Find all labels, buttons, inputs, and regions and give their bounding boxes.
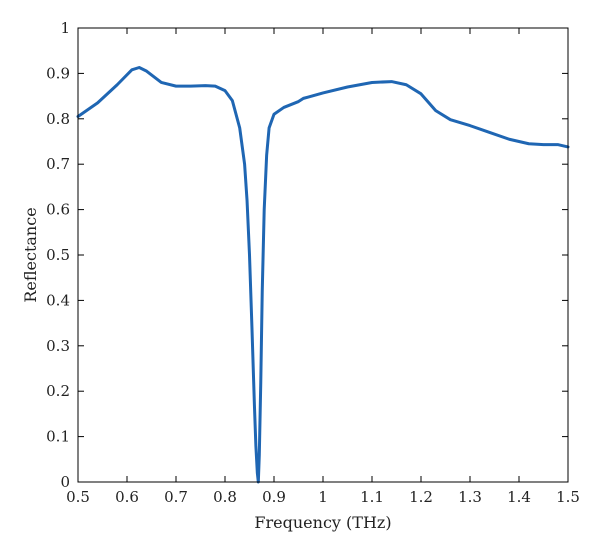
x-tick-label: 1.1 — [360, 488, 384, 506]
y-tick-label: 0.2 — [46, 382, 70, 400]
y-tick-label: 0.7 — [46, 155, 70, 173]
y-tick-label: 0.3 — [46, 337, 70, 355]
x-tick-label: 0.6 — [115, 488, 139, 506]
x-tick-label: 0.9 — [262, 488, 286, 506]
series-layer — [76, 66, 570, 484]
x-tick-label: 1.3 — [458, 488, 482, 506]
x-tick-label: 1.4 — [507, 488, 531, 506]
plot-frame — [77, 27, 569, 483]
x-tick-label: 0.5 — [66, 488, 90, 506]
ticks-layer — [77, 27, 569, 483]
y-tick-label: 1 — [60, 19, 70, 37]
tick-labels-layer: 0.5 0.6 0.7 0.8 0.9 1 1.1 1.2 1.3 1.4 1.5 0 0.1 0.2 0.… — [46, 19, 580, 506]
y-tick-label: 0.5 — [46, 246, 70, 264]
reflectance-line — [76, 66, 570, 484]
y-tick-label: 0.1 — [46, 428, 70, 446]
x-tick-label: 1.5 — [556, 488, 580, 506]
x-tick-label: 1.2 — [409, 488, 433, 506]
y-tick-label: 0 — [60, 473, 70, 491]
y-tick-label: 0.4 — [46, 291, 70, 309]
x-tick-label: 0.7 — [164, 488, 188, 506]
y-tick-label: 0.8 — [46, 110, 70, 128]
y-tick-label: 0.9 — [46, 64, 70, 82]
x-tick-label: 0.8 — [213, 488, 237, 506]
x-tick-label: 1 — [318, 488, 328, 506]
y-tick-label: 0.6 — [46, 201, 70, 219]
y-axis-label: Reflectance — [21, 207, 40, 302]
x-axis-label: Frequency (THz) — [254, 513, 391, 532]
